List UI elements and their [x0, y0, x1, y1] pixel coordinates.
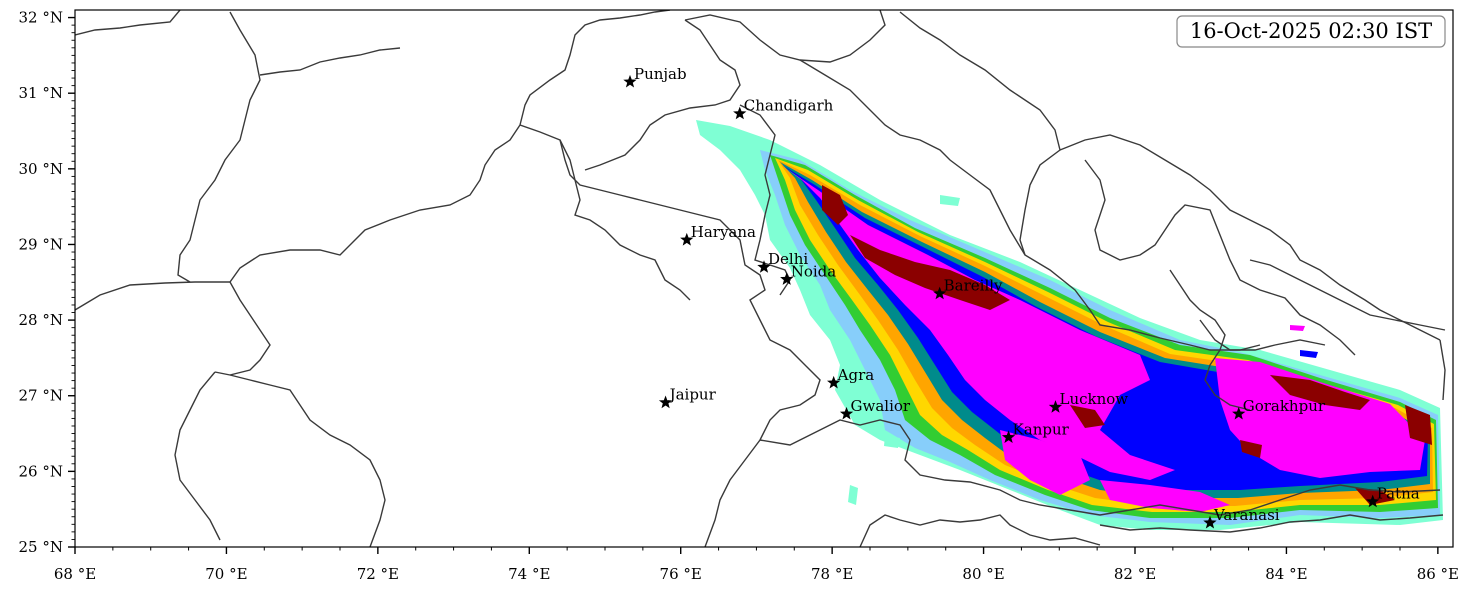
lon-tick-label: 80 °E: [962, 565, 1004, 583]
lon-tick-label: 70 °E: [205, 565, 247, 583]
place-label: Patna: [1377, 485, 1420, 503]
place-star-icon: [757, 260, 771, 273]
boundary-line: [174, 371, 221, 541]
rainfall-field: [696, 120, 1443, 530]
place-label: Agra: [837, 366, 875, 384]
place-star-icon: [839, 406, 854, 420]
timestamp-box: 16-Oct-2025 02:30 IST: [1176, 15, 1446, 48]
boundary-line: [1084, 159, 1356, 356]
lon-tick-label: 82 °E: [1114, 565, 1156, 583]
place-label: Delhi: [768, 250, 808, 268]
boundary-line: [899, 11, 1061, 256]
boundary-line: [214, 371, 386, 547]
lat-tick-label: 28 °N: [19, 311, 63, 329]
place-star-icon: [658, 395, 673, 409]
place-star-icon: [733, 106, 747, 120]
boundary-line: [584, 19, 741, 171]
lat-tick-label: 30 °N: [19, 160, 63, 178]
place-star-icon: [933, 286, 947, 300]
state-boundaries: [75, 10, 1446, 547]
rain-band-9e: [1070, 405, 1105, 428]
boundary-line: [519, 124, 821, 547]
lon-tick-label: 68 °E: [54, 565, 96, 583]
rain-patch: [1300, 350, 1318, 358]
place-star-icon: [1203, 515, 1217, 529]
boundary-line: [229, 281, 271, 376]
lat-tick-label: 25 °N: [19, 538, 63, 556]
boundary-line: [859, 514, 1101, 547]
place-label: Gwalior: [851, 397, 911, 415]
boundary-line: [1099, 514, 1444, 533]
lon-tick-label: 84 °E: [1265, 565, 1307, 583]
rain-band-8d: [1100, 480, 1230, 512]
boundary-line: [1169, 269, 1251, 411]
boundary-line: [559, 139, 691, 301]
lat-tick-label: 26 °N: [19, 462, 63, 480]
rain-band-9c: [1270, 375, 1370, 410]
boundary-line: [799, 59, 1261, 351]
place-star-icon: [827, 375, 841, 389]
boundary-line: [1059, 134, 1441, 341]
place-star-icon: [1366, 494, 1380, 508]
rain-band-9f: [1355, 488, 1395, 505]
lon-tick-label: 78 °E: [811, 565, 853, 583]
rain-patch: [848, 485, 858, 505]
boundary-line: [75, 10, 671, 311]
boundary-line: [759, 419, 1441, 516]
place-label: Kanpur: [1013, 420, 1070, 438]
lat-tick-label: 27 °N: [19, 387, 63, 405]
timestamp-label: 16-Oct-2025 02:30 IST: [1190, 19, 1432, 43]
boundary-line: [1199, 319, 1326, 351]
place-label: Chandigarh: [744, 97, 834, 115]
lon-axis: 68 °E 70 °E 72 °E 74 °E 76 °E 78 °E 80 °E 82 °E…: [54, 547, 1459, 583]
rain-band-9g: [1240, 440, 1262, 458]
lat-axis: 25 °N 26 °N 27 °N 28 °N 29 °N 30 °N 31 °N 32 °N: [19, 9, 75, 556]
place-label: Lucknow: [1060, 390, 1129, 408]
rain-band-8: [785, 168, 1175, 480]
rain-patch: [940, 195, 960, 206]
rain-band-9d: [1405, 405, 1432, 445]
lon-tick-label: 74 °E: [508, 565, 550, 583]
rain-band-9: [850, 235, 1010, 310]
lon-tick-label: 86 °E: [1417, 565, 1459, 583]
lat-tick-label: 32 °N: [19, 9, 63, 27]
boundary-line: [1249, 259, 1446, 331]
place-label: Varanasi: [1213, 506, 1280, 524]
place-star-icon: [623, 74, 637, 88]
place-label: Gorakhpur: [1243, 397, 1326, 415]
rain-band-9b: [822, 185, 848, 225]
rain-patch: [884, 435, 900, 448]
boundary-line: [177, 11, 261, 283]
place-label: Haryana: [691, 223, 756, 241]
place-star-icon: [780, 272, 794, 285]
place-label: Jaipur: [668, 386, 717, 404]
rain-patch: [1290, 325, 1305, 331]
place-star-icon: [1001, 430, 1016, 443]
place-star-icon: [680, 232, 694, 246]
boundary-line: [684, 10, 886, 63]
boundary-line: [75, 10, 181, 36]
place-star-icon: [1232, 406, 1246, 420]
rain-band-8c: [1000, 430, 1090, 495]
boundary-line: [739, 104, 791, 296]
rain-band-8b: [1215, 358, 1425, 478]
place-star-icon: [1048, 400, 1063, 413]
lat-tick-label: 29 °N: [19, 235, 63, 253]
lon-tick-label: 72 °E: [357, 565, 399, 583]
place-label: Punjab: [634, 65, 687, 83]
boundary-line: [259, 47, 401, 76]
place-label: Noida: [791, 262, 837, 280]
place-label: Bareilly: [944, 277, 1003, 295]
boundary-line: [1439, 339, 1446, 401]
lat-tick-label: 31 °N: [19, 84, 63, 102]
plot-frame: [74, 9, 1454, 548]
lon-tick-label: 76 °E: [660, 565, 702, 583]
